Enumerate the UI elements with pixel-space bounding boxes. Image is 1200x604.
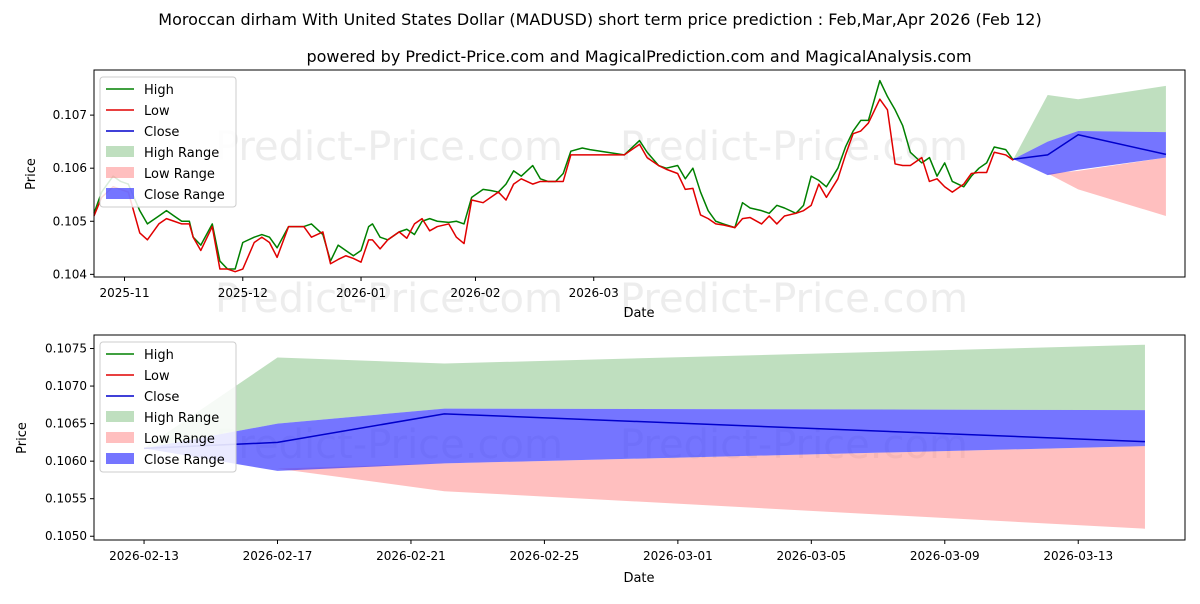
bottom-x-axis-label: Date: [623, 571, 654, 586]
y-tick-label: 0.106: [53, 161, 87, 175]
x-tick-label: 2026-03-13: [1043, 549, 1113, 563]
bottom-plot-frame: [93, 334, 1186, 541]
watermark-text: Predict-Price.com: [215, 276, 563, 322]
close-range-legend-swatch: [106, 453, 134, 464]
watermark-text: Predict-Price.com: [620, 276, 968, 322]
chart-subtitle: powered by Predict-Price.com and Magical…: [306, 47, 971, 66]
legend-label: Low: [144, 104, 170, 119]
watermark-text: Predict-Price.com: [215, 124, 563, 170]
x-tick-label: 2026-02-17: [243, 549, 313, 563]
legend-label: Low Range: [144, 167, 215, 182]
high-range-legend-swatch: [106, 411, 134, 422]
top-x-axis-label: Date: [623, 306, 654, 321]
top-y-axis-label: Price: [24, 158, 39, 190]
legend-label: Close: [144, 390, 179, 405]
bottom-y-axis-label: Price: [15, 422, 30, 454]
top-legend: High Low Close High Range Low Range Close Ran…: [99, 76, 237, 208]
low-range-band: [1013, 157, 1166, 216]
legend-label: High Range: [144, 411, 219, 426]
x-tick-label: 2026-02-21: [376, 549, 446, 563]
low-range-band: [144, 446, 1145, 529]
bottom-legend: High Low Close High Range Low Range Close Ran…: [99, 341, 237, 473]
x-tick-label: 2026-03-01: [643, 549, 713, 563]
legend-label: Low Range: [144, 432, 215, 447]
y-tick-label: 0.1060: [45, 454, 87, 468]
y-tick-label: 0.1065: [45, 417, 87, 431]
y-tick-label: 0.104: [53, 267, 87, 281]
low-range-legend-swatch: [106, 432, 134, 443]
legend-label: Close Range: [144, 188, 225, 203]
y-tick-label: 0.1075: [45, 342, 87, 356]
history-forecast-panel: Predict-Price.com Predict-Price.com Predic…: [24, 69, 1186, 322]
x-tick-label: 2026-02: [450, 286, 500, 300]
legend-label: High: [144, 348, 174, 363]
y-tick-label: 0.1070: [45, 379, 87, 393]
y-tick-label: 0.1050: [45, 529, 87, 543]
high-range-band: [144, 344, 1145, 449]
high-series-line: [93, 79, 1014, 270]
legend-label: High: [144, 83, 174, 98]
x-tick-label: 2026-03-09: [910, 549, 980, 563]
legend-label: Low: [144, 369, 170, 384]
legend-label: Close: [144, 125, 179, 140]
x-tick-label: 2026-02-25: [510, 549, 580, 563]
low-range-legend-swatch: [106, 167, 134, 178]
y-tick-label: 0.105: [53, 214, 87, 228]
legend-label: High Range: [144, 146, 219, 161]
x-tick-label: 2026-03-05: [776, 549, 846, 563]
low-series-line: [93, 98, 1014, 273]
close-range-band: [1013, 131, 1166, 176]
high-range-legend-swatch: [106, 146, 134, 157]
close-series-line: [1013, 134, 1167, 160]
watermark-text: Predict-Price.com: [620, 124, 968, 170]
high-range-band: [1013, 85, 1166, 160]
legend-label: Close Range: [144, 453, 225, 468]
close-range-band: [144, 408, 1145, 471]
x-tick-label: 2026-03: [569, 286, 619, 300]
x-tick-label: 2026-01: [336, 286, 386, 300]
y-tick-label: 0.107: [53, 108, 87, 122]
close-range-legend-swatch: [106, 188, 134, 199]
top-plot-frame: [93, 69, 1186, 278]
x-tick-label: 2025-12: [218, 286, 268, 300]
chart-title: Moroccan dirham With United States Dolla…: [158, 10, 1041, 29]
y-tick-label: 0.1055: [45, 492, 87, 506]
x-tick-label: 2025-11: [99, 286, 149, 300]
x-tick-label: 2026-02-13: [109, 549, 179, 563]
